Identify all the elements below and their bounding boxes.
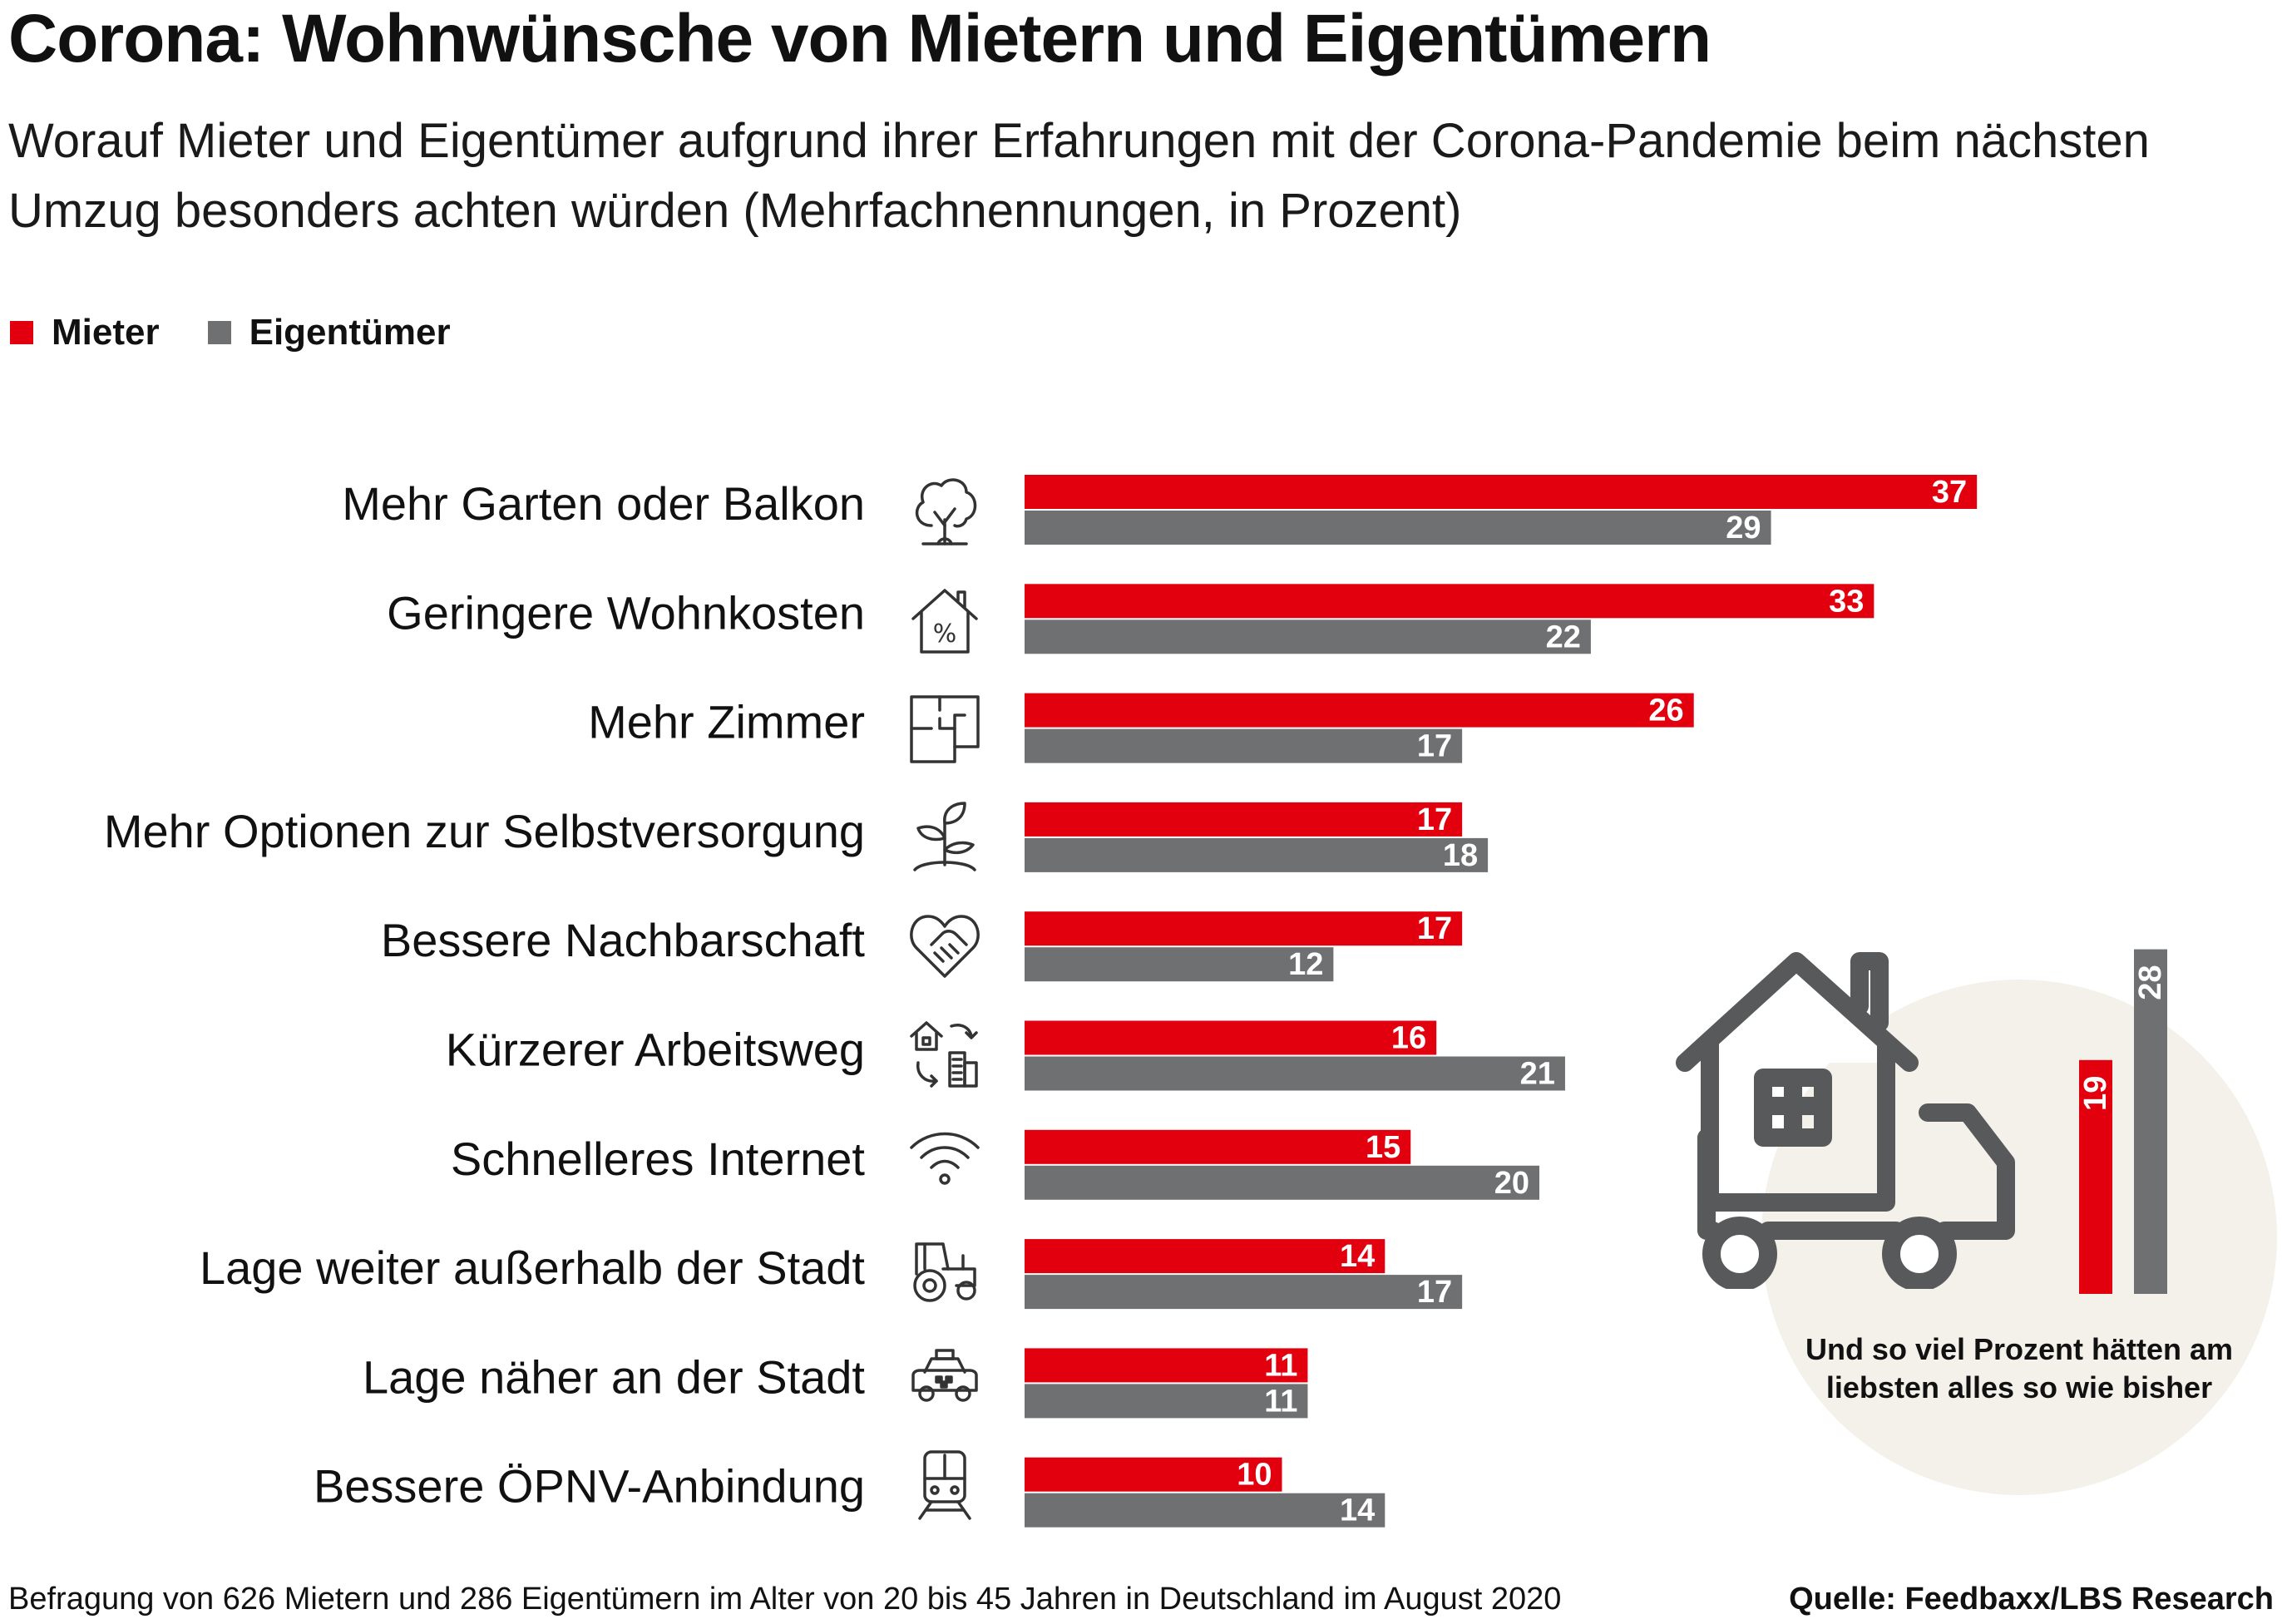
footer-note: Befragung von 626 Mietern und 286 Eigent…	[8, 1582, 1562, 1617]
bar-mieter	[1025, 1129, 1411, 1164]
category-label: Mehr Zimmer	[588, 696, 865, 748]
value-label: 18	[1443, 838, 1478, 873]
value-label: 10	[1237, 1458, 1272, 1493]
value-label: 17	[1417, 1275, 1452, 1310]
chart-legend: Mieter Eigentümer	[10, 308, 499, 358]
seedling-icon	[906, 798, 983, 875]
category-label: Schnelleres Internet	[451, 1133, 866, 1185]
heart-handshake-icon	[906, 906, 983, 983]
legend-item-mieter: Mieter	[10, 312, 160, 353]
category-label: Lage weiter außerhalb der Stadt	[200, 1241, 865, 1294]
bar-eigentuemer	[1025, 837, 1489, 872]
category-label: Mehr Optionen zur Selbstversorgung	[104, 805, 865, 857]
bar-mieter	[1025, 802, 1463, 837]
value-label: 16	[1391, 1021, 1426, 1056]
side-bar-mieter	[2079, 1059, 2112, 1294]
bar-eigentuemer	[1025, 1384, 1308, 1419]
value-label: 21	[1520, 1057, 1555, 1092]
side-value-label: 19	[2078, 1076, 2113, 1111]
value-label: 17	[1417, 911, 1452, 946]
side-bar-eigentuemer	[2134, 949, 2167, 1294]
value-label: 12	[1288, 947, 1323, 982]
value-label: 17	[1417, 729, 1452, 764]
side-caption: Und so viel Prozent hätten am liebsten a…	[1805, 1332, 2234, 1404]
footer-source: Quelle: Feedbaxx/LBS Research	[1789, 1582, 2274, 1617]
legend-label-eigentuemer: Eigentümer	[249, 312, 451, 353]
value-label: 37	[1932, 475, 1967, 510]
bar-eigentuemer	[1025, 1056, 1565, 1091]
value-label: 15	[1366, 1130, 1400, 1165]
value-label: 14	[1340, 1239, 1375, 1274]
moving-truck-house-icon	[1676, 952, 2015, 1289]
legend-swatch-eigentuemer	[207, 321, 231, 344]
legend-item-eigentuemer: Eigentümer	[207, 312, 451, 353]
category-label: Bessere ÖPNV-Anbindung	[314, 1460, 865, 1513]
wifi-icon	[906, 1123, 983, 1199]
bar-eigentuemer	[1025, 728, 1463, 763]
bar-eigentuemer	[1025, 619, 1591, 654]
category-label: Geringere Wohnkosten	[387, 586, 865, 639]
value-label: 11	[1264, 1348, 1297, 1383]
category-label: Bessere Nachbarschaft	[381, 914, 866, 966]
value-label: 14	[1340, 1493, 1375, 1528]
house-percent-icon: %	[906, 582, 983, 659]
value-label: 29	[1726, 511, 1761, 545]
category-label: Kürzerer Arbeitsweg	[446, 1024, 865, 1076]
value-label: 26	[1648, 694, 1683, 728]
category-label: Lage näher an der Stadt	[363, 1350, 865, 1403]
bar-mieter	[1025, 911, 1463, 946]
bar-eigentuemer	[1025, 947, 1334, 982]
bar-eigentuemer	[1025, 1275, 1463, 1310]
legend-label-mieter: Mieter	[52, 312, 160, 353]
commute-icon	[906, 1014, 983, 1091]
tree-icon	[906, 474, 983, 550]
bar-mieter	[1025, 1348, 1308, 1383]
train-icon	[906, 1447, 983, 1523]
value-label: 22	[1546, 619, 1581, 654]
bar-mieter	[1025, 584, 1874, 619]
floorplan-icon	[906, 690, 983, 767]
side-value-label: 28	[2133, 965, 2168, 1000]
bar-eigentuemer	[1025, 511, 1771, 545]
bar-mieter	[1025, 475, 1978, 509]
page-subtitle: Worauf Mieter und Eigentümer aufgrund ih…	[8, 114, 2150, 238]
tractor-icon	[906, 1231, 983, 1307]
bar-mieter	[1025, 1020, 1437, 1055]
category-label: Mehr Garten oder Balkon	[342, 477, 865, 530]
value-label: 20	[1494, 1166, 1529, 1201]
page-title: Corona: Wohnwünsche von Mietern und Eige…	[8, 1, 1712, 77]
value-label: 11	[1264, 1384, 1297, 1419]
svg-text:%: %	[933, 619, 957, 649]
bar-eigentuemer	[1025, 1165, 1539, 1200]
bar-mieter	[1025, 1457, 1282, 1492]
bar-eigentuemer	[1025, 1493, 1386, 1528]
value-label: 33	[1829, 584, 1864, 619]
taxi-icon	[906, 1339, 983, 1415]
value-label: 17	[1417, 802, 1452, 837]
bar-mieter	[1025, 1239, 1386, 1274]
bar-mieter	[1025, 693, 1694, 728]
legend-swatch-mieter	[10, 321, 33, 344]
